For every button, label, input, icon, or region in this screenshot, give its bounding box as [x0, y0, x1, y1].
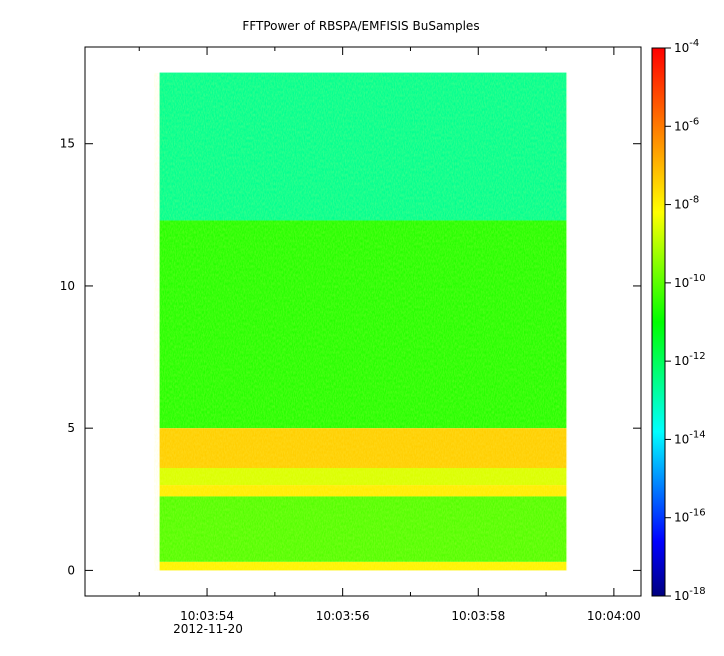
chart-title: FFTPower of RBSPA/EMFISIS BuSamples: [242, 19, 479, 33]
y-axis: 0 5 10 15: [60, 137, 641, 577]
colorbar-tick-label: 10-16: [674, 508, 706, 525]
colorbar-tick-label: 10-8: [674, 195, 699, 212]
x-axis: 10:03:54 10:03:56 10:03:58 10:04:00: [138, 47, 641, 623]
spectrogram-texture: [154, 73, 568, 571]
y-tick-label: 10: [60, 279, 75, 293]
x-tick-label: 10:03:56: [316, 609, 370, 623]
x-axis-date-label: 2012-11-20: [173, 622, 243, 636]
colorbar: [651, 47, 666, 597]
y-tick-label: 15: [60, 137, 75, 151]
x-tick-label: 10:03:58: [451, 609, 505, 623]
y-tick-label: 5: [67, 421, 75, 435]
y-tick-label: 0: [67, 563, 75, 577]
colorbar-tick-label: 10-18: [674, 586, 706, 603]
x-tick-label: 10:03:54: [180, 609, 234, 623]
colorbar-axis: 10-4 10-6 10-8 10-10 10-12 10-14 10-16 10-18: [665, 38, 706, 603]
colorbar-tick-label: 10-10: [674, 273, 706, 290]
x-tick-label: 10:04:00: [587, 609, 641, 623]
colorbar-tick-label: 10-4: [674, 38, 699, 55]
colorbar-tick-label: 10-12: [674, 351, 706, 368]
colorbar-tick-label: 10-14: [674, 429, 706, 446]
colorbar-tick-label: 10-6: [674, 116, 699, 133]
